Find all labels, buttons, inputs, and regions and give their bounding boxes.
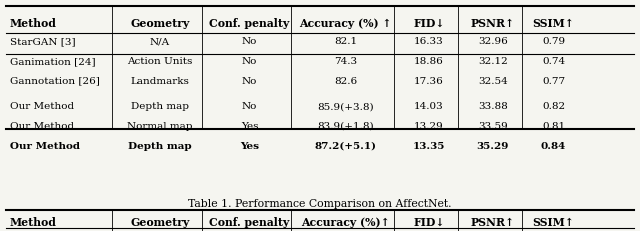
- Text: Our Method: Our Method: [10, 122, 74, 130]
- Text: Yes: Yes: [241, 122, 259, 130]
- Text: 33.59: 33.59: [478, 122, 508, 130]
- Text: Yes: Yes: [240, 141, 259, 150]
- Text: FID↓: FID↓: [413, 216, 445, 227]
- Text: 0.84: 0.84: [541, 141, 566, 150]
- Text: 0.75: 0.75: [542, 230, 565, 231]
- Text: Gannotation [26]: Gannotation [26]: [10, 76, 99, 85]
- Text: 0.77: 0.77: [542, 76, 565, 85]
- Text: Method: Method: [10, 18, 56, 29]
- Text: Table 1. Performance Comparison on AffectNet.: Table 1. Performance Comparison on Affec…: [188, 198, 452, 208]
- Text: 35.29: 35.29: [477, 141, 509, 150]
- Text: Normal map: Normal map: [127, 122, 193, 130]
- Text: 39.45: 39.45: [414, 230, 444, 231]
- Text: 16.33: 16.33: [414, 37, 444, 46]
- Text: 53.1: 53.1: [334, 230, 357, 231]
- Text: Accuracy (%) ↑: Accuracy (%) ↑: [300, 18, 392, 29]
- Text: 82.6: 82.6: [334, 76, 357, 85]
- Text: 0.81: 0.81: [542, 122, 565, 130]
- Text: 17.36: 17.36: [414, 76, 444, 85]
- Text: 13.29: 13.29: [414, 122, 444, 130]
- Text: Depth map: Depth map: [128, 141, 192, 150]
- Text: Ganimation [24]: Ganimation [24]: [10, 57, 95, 66]
- Text: PSNR↑: PSNR↑: [471, 18, 515, 29]
- Text: 31.19: 31.19: [478, 230, 508, 231]
- Text: 0.82: 0.82: [542, 102, 565, 111]
- Text: Depth map: Depth map: [131, 102, 189, 111]
- Text: Conf. penalty: Conf. penalty: [209, 18, 290, 29]
- Text: No: No: [242, 102, 257, 111]
- Text: StarGAN [3]: StarGAN [3]: [10, 230, 76, 231]
- Text: 32.54: 32.54: [478, 76, 508, 85]
- Text: Method: Method: [10, 216, 56, 227]
- Text: 32.96: 32.96: [478, 37, 508, 46]
- Text: Geometry: Geometry: [131, 18, 189, 29]
- Text: Our Method: Our Method: [10, 141, 79, 150]
- Text: 0.74: 0.74: [542, 57, 565, 66]
- Text: 85.9(+3.8): 85.9(+3.8): [317, 102, 374, 111]
- Text: SSIM↑: SSIM↑: [532, 18, 575, 29]
- Text: 33.88: 33.88: [478, 102, 508, 111]
- Text: 83.9(+1.8): 83.9(+1.8): [317, 122, 374, 130]
- Text: 82.1: 82.1: [334, 37, 357, 46]
- Text: FID↓: FID↓: [413, 18, 445, 29]
- Text: Accuracy (%)↑: Accuracy (%)↑: [301, 216, 390, 227]
- Text: PSNR↑: PSNR↑: [471, 216, 515, 227]
- Text: Action Units: Action Units: [127, 57, 193, 66]
- Text: Landmarks: Landmarks: [131, 76, 189, 85]
- Text: 74.3: 74.3: [334, 57, 357, 66]
- Text: 0.79: 0.79: [542, 37, 565, 46]
- Text: 87.2(+5.1): 87.2(+5.1): [315, 141, 376, 150]
- Text: No: No: [242, 76, 257, 85]
- Text: No: No: [242, 37, 257, 46]
- Text: Our Method: Our Method: [10, 102, 74, 111]
- Text: 13.35: 13.35: [413, 141, 445, 150]
- Text: No: No: [242, 57, 257, 66]
- Text: 14.03: 14.03: [414, 102, 444, 111]
- Text: No: No: [242, 230, 257, 231]
- Text: N/A: N/A: [150, 230, 170, 231]
- Text: SSIM↑: SSIM↑: [532, 216, 575, 227]
- Text: Conf. penalty: Conf. penalty: [209, 216, 290, 227]
- Text: 18.86: 18.86: [414, 57, 444, 66]
- Text: StarGAN [3]: StarGAN [3]: [10, 37, 76, 46]
- Text: Geometry: Geometry: [131, 216, 189, 227]
- Text: N/A: N/A: [150, 37, 170, 46]
- Text: 32.12: 32.12: [478, 57, 508, 66]
